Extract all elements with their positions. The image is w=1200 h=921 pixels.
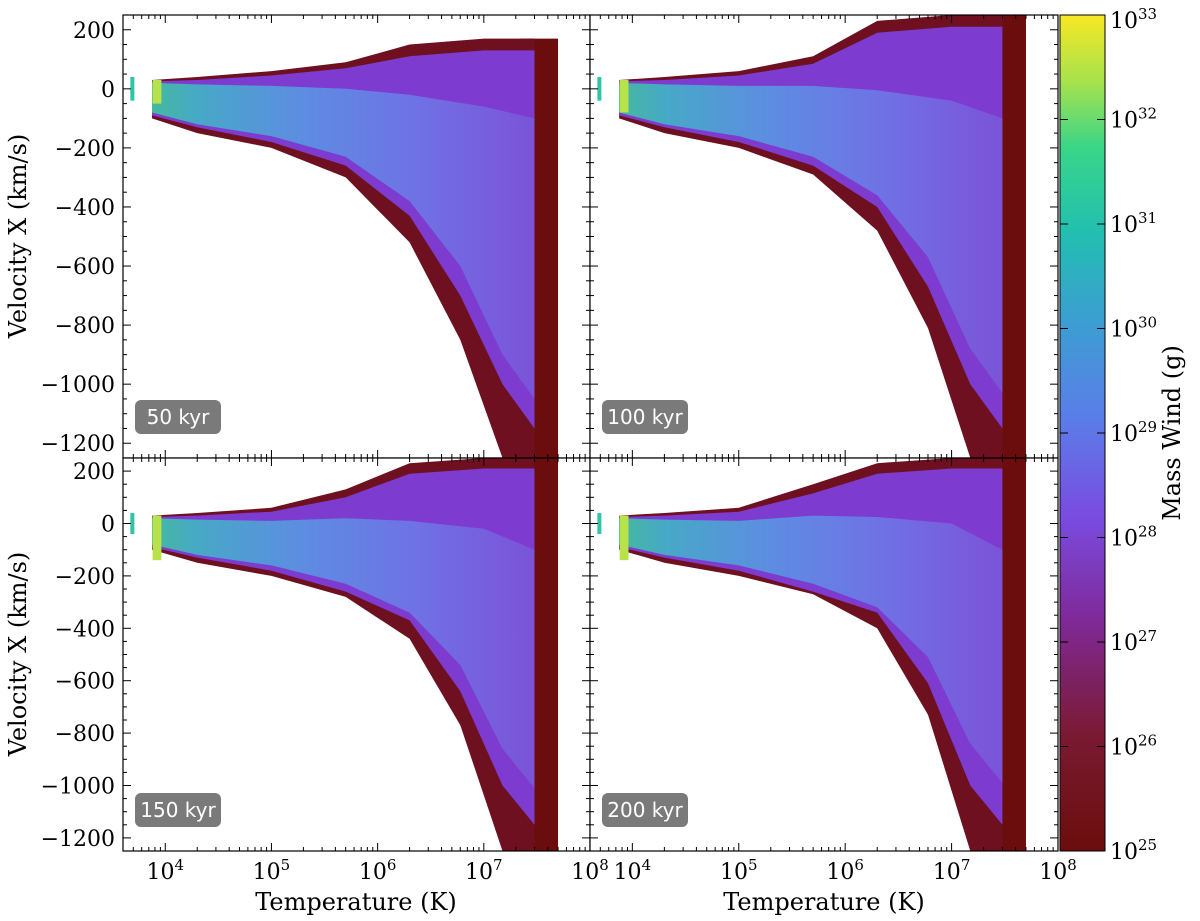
x-tick-label: 104 [614, 856, 652, 885]
isolated-cell [130, 77, 135, 101]
x-tick-label: 106 [826, 856, 864, 885]
colorbar-tick-label: 1032 [1110, 105, 1157, 134]
y-tick-label: −800 [55, 314, 115, 339]
colorbar-tick-label: 1033 [1110, 5, 1157, 34]
y-tick-label: −1000 [41, 373, 115, 398]
plume-core [619, 82, 1003, 394]
y-tick-label: −1000 [41, 775, 115, 800]
cold-gas-peak [152, 515, 162, 561]
colorbar-tick-label: 1030 [1110, 314, 1157, 343]
plume-core [619, 515, 1003, 783]
panel-1: 50 kyr [122, 14, 591, 459]
time-badge-label: 150 kyr [140, 798, 216, 822]
colorbar-tick-label: 1026 [1110, 732, 1157, 761]
y-tick-label: −400 [55, 617, 115, 642]
isolated-cell [130, 513, 135, 534]
y-tick-label: −400 [55, 196, 115, 221]
heatmap-area [130, 458, 559, 851]
colorbar: 1033 1032 1031 1030 1029 1028 1027 1026 1025 Mas… [1059, 5, 1186, 865]
x-tick-label: 107 [933, 856, 971, 885]
y-tick-label: 0 [101, 78, 115, 103]
time-badge: 150 kyr [135, 793, 221, 827]
colorbar-ticks: 1033 1032 1031 1030 1029 1028 1027 1026 1025 [1060, 5, 1157, 865]
y-tick-label: −600 [55, 255, 115, 280]
y-tick-label: −1200 [41, 827, 115, 852]
y-axis-title-bottom: Velocity X (km/s) [4, 552, 32, 758]
y-axis-tick-labels: 200 0 −200 −400 −600 −800 −1000 −1200 200 0 −200 −4… [41, 19, 115, 852]
y-tick-label: 200 [73, 460, 115, 485]
panels: 50 kyr 100 kyr 150 kyr 200 kyr [122, 14, 1059, 852]
panel-2: 100 kyr [589, 14, 1059, 459]
y-axis-title-top: Velocity X (km/s) [4, 134, 32, 340]
colorbar-tick-label: 1027 [1110, 627, 1157, 656]
heatmap-area [597, 15, 1026, 458]
x-axis-tick-labels: 104 105 106 107 108 104 105 106 107 108 [146, 856, 1076, 885]
colorbar-tick-label: 1028 [1110, 523, 1157, 552]
heatmap-area [130, 38, 559, 458]
y-tick-label: 0 [101, 513, 115, 538]
y-tick-label: −1200 [41, 432, 115, 457]
x-tick-label: 105 [253, 856, 291, 885]
x-tick-label: 108 [571, 856, 609, 885]
time-badge-box [135, 400, 221, 434]
time-badge: 200 kyr [602, 793, 688, 827]
cold-gas-peak [152, 79, 162, 104]
colorbar-tick-label: 1031 [1110, 209, 1157, 238]
colorbar-title: Mass Wind (g) [1158, 345, 1186, 521]
time-badge-box [135, 793, 221, 827]
cold-gas-peak [619, 515, 629, 561]
x-tick-label: 107 [465, 856, 503, 885]
plume-core [152, 82, 535, 399]
x-tick-label: 108 [1039, 856, 1077, 885]
y-tick-label: −200 [55, 565, 115, 590]
y-tick-label: −200 [55, 137, 115, 162]
isolated-cell [597, 513, 602, 534]
x-axis-title-left: Temperature (K) [255, 888, 457, 916]
y-tick-label: −600 [55, 670, 115, 695]
time-badge-box [602, 400, 688, 434]
x-axis-title-right: Temperature (K) [723, 888, 925, 916]
colorbar-tick-label: 1029 [1110, 418, 1157, 447]
panel-4: 200 kyr [589, 457, 1059, 852]
time-badge-label: 200 kyr [607, 798, 683, 822]
isolated-cell [597, 77, 602, 101]
heatmap-area [597, 458, 1026, 851]
y-tick-label: −800 [55, 722, 115, 747]
colorbar-tick-label: 1025 [1110, 836, 1157, 865]
x-tick-label: 106 [359, 856, 397, 885]
panel-3: 150 kyr [122, 457, 591, 852]
cold-gas-peak [619, 79, 629, 113]
time-badge-box [602, 793, 688, 827]
plume-core [152, 518, 535, 789]
x-tick-label: 104 [146, 856, 184, 885]
time-badge-label: 100 kyr [607, 405, 683, 429]
y-tick-label: 200 [73, 19, 115, 44]
time-badge-label: 50 kyr [147, 405, 211, 429]
x-tick-label: 105 [720, 856, 758, 885]
time-badge: 50 kyr [135, 400, 221, 434]
time-badge: 100 kyr [602, 400, 688, 434]
